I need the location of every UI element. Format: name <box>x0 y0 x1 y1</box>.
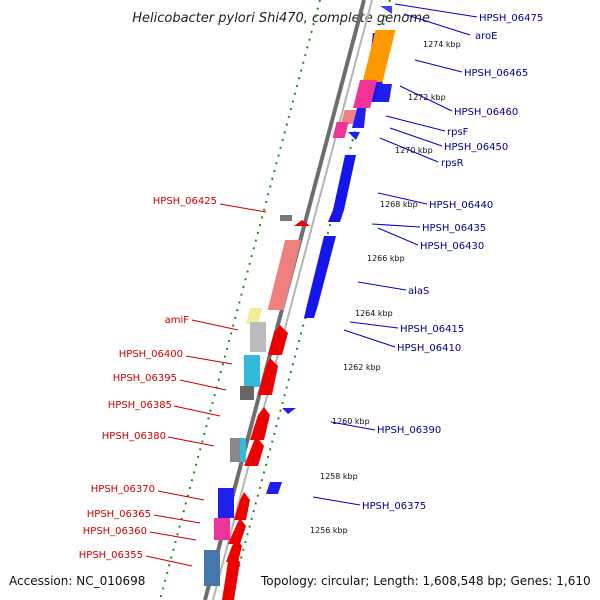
gene-glyph-hpsh-06380-arrow <box>244 436 264 466</box>
gene-label-hpsh-06390[interactable]: HPSH_06390 <box>377 425 441 436</box>
gene-glyph-hpsh-06360-arrow <box>226 538 242 562</box>
gene-glyph-hpsh-06390 <box>282 408 296 414</box>
gene-glyph-hpsh-06365-arrow <box>228 518 246 544</box>
scale-label: 1262 kbp <box>343 363 381 372</box>
scale-label: 1270 kbp <box>395 146 433 155</box>
gene-glyph-hpsh-06355-arrow <box>222 554 240 600</box>
gene-label-hpsh-06400[interactable]: HPSH_06400 <box>119 349 183 360</box>
gene-glyph-alas <box>304 236 336 318</box>
gene-label-aroe[interactable]: aroE <box>475 31 497 42</box>
gene-label-hpsh-06440[interactable]: HPSH_06440 <box>429 200 493 211</box>
gene-glyph-rpsf <box>352 108 366 128</box>
gene-glyph-hpsh-06425 <box>280 215 292 221</box>
gene-glyph-hpsh-06460 <box>375 84 392 102</box>
gene-glyph-hpsh-06380-cat <box>240 438 246 462</box>
gene-label-rpsr[interactable]: rpsR <box>441 158 464 169</box>
gene-label-hpsh-06385[interactable]: HPSH_06385 <box>108 400 172 411</box>
gene-label-hpsh-06460[interactable]: HPSH_06460 <box>454 107 518 118</box>
gene-glyph-hpsh-06460-cat <box>353 80 378 108</box>
gene-label-alas[interactable]: alaS <box>408 286 429 297</box>
gene-glyph-hpsh-06355 <box>204 550 220 586</box>
gene-label-hpsh-06425[interactable]: HPSH_06425 <box>153 196 217 207</box>
gene-label-hpsh-06375[interactable]: HPSH_06375 <box>362 501 426 512</box>
scale-label: 1256 kbp <box>310 526 348 535</box>
forward-strand-genes <box>246 6 396 494</box>
gene-label-rpsf[interactable]: rpsF <box>447 127 469 138</box>
gene-label-hpsh-06435[interactable]: HPSH_06435 <box>422 223 486 234</box>
accession-text: Accession: NC_010698 <box>9 574 146 588</box>
genome-summary-text: Topology: circular; Length: 1,608,548 bp… <box>261 574 591 588</box>
scale-label: 1268 kbp <box>380 200 418 209</box>
gene-glyph-amif-arrow <box>268 325 288 355</box>
gene-label-hpsh-06365[interactable]: HPSH_06365 <box>87 509 151 520</box>
scale-label: 1274 kbp <box>423 40 461 49</box>
gene-glyph-alas-cat <box>267 240 302 310</box>
gene-glyph-hpsh-06415-cat <box>246 308 263 324</box>
scale-labels: 1256 kbp 1258 kbp 1260 kbp 1262 kbp 1264… <box>310 40 461 535</box>
map-title: Helicobacter pylori Shi470, complete gen… <box>132 11 430 26</box>
gene-glyph-hpsh-06400 <box>244 355 260 387</box>
gene-glyph-hpsh-06440 <box>328 155 356 222</box>
gene-glyph-hpsh-06380 <box>230 438 242 462</box>
gene-glyph-hpsh-06385 <box>250 407 270 440</box>
gene-glyph-aroe <box>362 30 396 82</box>
gene-label-hpsh-06360[interactable]: HPSH_06360 <box>83 526 147 537</box>
gene-label-hpsh-06395[interactable]: HPSH_06395 <box>113 373 177 384</box>
gene-label-hpsh-06450[interactable]: HPSH_06450 <box>444 142 508 153</box>
reverse-gene-labels <box>145 203 267 567</box>
gene-label-hpsh-06370[interactable]: HPSH_06370 <box>91 484 155 495</box>
gene-glyph-hpsh-06400-arrow <box>258 358 278 395</box>
gene-glyph-rpsr <box>348 132 360 140</box>
reverse-strand-genes <box>204 215 310 600</box>
scale-label: 1266 kbp <box>367 254 405 263</box>
gene-glyph-hpsh-06450-cat <box>332 122 349 138</box>
gene-glyph-hpsh-06375 <box>266 482 282 494</box>
gene-label-hpsh-06380[interactable]: HPSH_06380 <box>102 431 166 442</box>
gene-glyph-hpsh-06425-arrow <box>294 220 310 226</box>
gene-label-hpsh-06465[interactable]: HPSH_06465 <box>464 68 528 79</box>
gene-glyph-rpsf-cat <box>341 110 357 124</box>
gene-label-hpsh-06410[interactable]: HPSH_06410 <box>397 343 461 354</box>
gene-label-hpsh-06430[interactable]: HPSH_06430 <box>420 241 484 252</box>
gene-label-amif[interactable]: amiF <box>165 315 190 326</box>
scale-label: 1260 kbp <box>332 417 370 426</box>
scale-label: 1264 kbp <box>355 309 393 318</box>
gene-label-hpsh-06475[interactable]: HPSH_06475 <box>479 13 543 24</box>
scale-label: 1258 kbp <box>320 472 358 481</box>
gene-glyph-amif <box>250 322 266 352</box>
scale-label: 1272 kbp <box>408 93 446 102</box>
gene-glyph-hpsh-06370-arrow <box>234 492 250 520</box>
gene-glyph-hpsh-06370 <box>218 488 234 518</box>
gene-glyph-hpsh-06475 <box>380 6 392 14</box>
reverse-gene-label-text: HPSH_06425 amiF HPSH_06400 HPSH_06395 HP… <box>79 196 217 561</box>
gene-glyph-hpsh-06395 <box>240 386 254 400</box>
forward-gene-label-text: HPSH_06475 aroE HPSH_06465 HPSH_06460 rp… <box>362 13 543 512</box>
gene-label-hpsh-06415[interactable]: HPSH_06415 <box>400 324 464 335</box>
gene-label-hpsh-06355[interactable]: HPSH_06355 <box>79 550 143 561</box>
gene-glyph-hpsh-06365 <box>214 518 230 540</box>
forward-gene-labels <box>312 3 478 506</box>
